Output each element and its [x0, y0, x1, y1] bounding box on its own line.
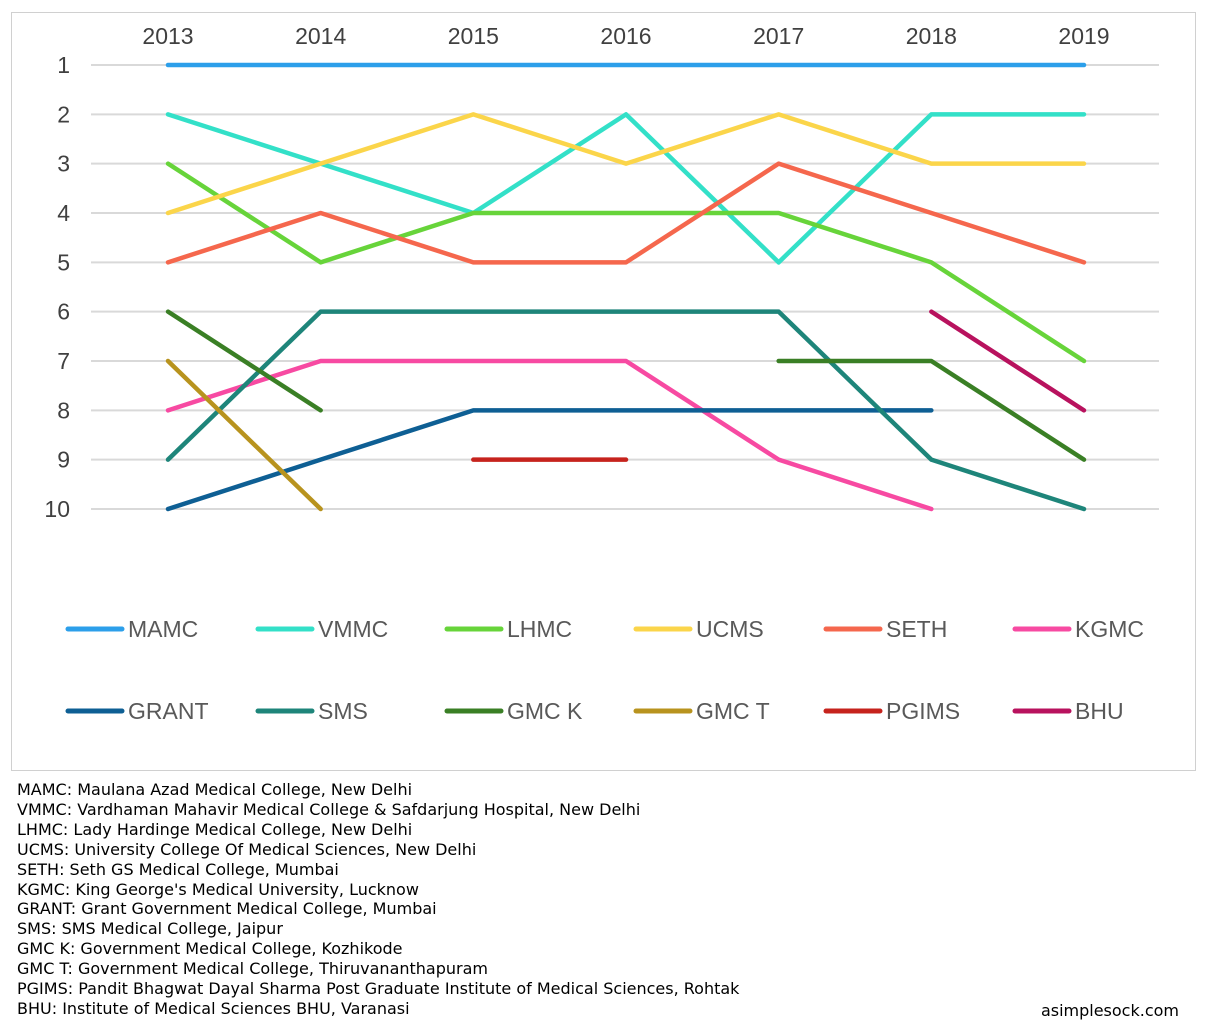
series-line-grant [165, 408, 934, 512]
legend-label-grant: GRANT [128, 698, 209, 724]
series-line-sms [165, 309, 1087, 512]
series-line-bhu [929, 309, 1087, 413]
footnote-pgims: PGIMS: Pandit Bhagwat Dayal Sharma Post … [17, 979, 740, 999]
footnote-mamc: MAMC: Maulana Azad Medical College, New … [17, 780, 413, 799]
x-tick-label: 2014 [295, 23, 346, 49]
series-line-gmc-k [165, 309, 323, 413]
y-tick-label: 6 [57, 299, 70, 325]
y-tick-label: 3 [57, 151, 70, 177]
legend-label-gmc-t: GMC T [696, 698, 770, 724]
footnote-kgmc: KGMC: King George's Medical University, … [17, 879, 419, 899]
x-tick-label: 2019 [1058, 23, 1109, 49]
series-line-kgmc [165, 358, 934, 512]
series-lines [165, 62, 1087, 512]
footnote-gmc-k: GMC K: Government Medical College, Kozhi… [17, 939, 403, 959]
x-axis-tick-labels: 2013 2014 2015 2016 2017 2018 2019 [142, 23, 1109, 49]
x-tick-label: 2018 [906, 23, 957, 49]
x-tick-label: 2013 [142, 23, 193, 49]
footnote-vmmc: VMMC: Vardhaman Mahavir Medical College … [17, 799, 641, 819]
x-tick-label: 2016 [600, 23, 651, 49]
legend-label-pgims: PGIMS [886, 698, 960, 724]
x-tick-label: 2015 [448, 23, 499, 49]
footnote-lhmc: LHMC: Lady Hardinge Medical College, New… [17, 819, 413, 839]
legend-label-seth: SETH [886, 616, 947, 642]
footnote-grant: GRANT: Grant Government Medical College,… [17, 899, 437, 919]
y-tick-label: 2 [57, 101, 70, 127]
legend: MAMC VMMC LHMC UCMS SETH KGMC GRANT SMS GMC K GMC… [65, 616, 1144, 724]
rank-line-chart: 2013 2014 2015 2016 2017 2018 2019 1 2 3 4 5 6 7 8 9 10… [44, 23, 1159, 724]
legend-label-gmc-k: GMC K [507, 698, 583, 724]
y-tick-label: 8 [57, 397, 70, 423]
series-line-lhmc [165, 161, 1087, 364]
footnote-sms: SMS: SMS Medical College, Jaipur [17, 919, 283, 939]
abbreviation-footnotes: MAMC: Maulana Azad Medical College, New … [17, 780, 739, 1019]
legend-label-bhu: BHU [1075, 698, 1124, 724]
series-line-ucms [165, 112, 1087, 216]
legend-label-mamc: MAMC [128, 616, 198, 642]
legend-label-vmmc: VMMC [318, 616, 388, 642]
y-tick-label: 1 [57, 52, 70, 78]
footnote-ucms: UCMS: University College Of Medical Scie… [17, 839, 477, 859]
footnote-seth: SETH: Seth GS Medical College, Mumbai [17, 859, 339, 879]
footnote-gmc-t: GMC T: Government Medical College, Thiru… [17, 959, 488, 979]
site-credit: asimplesock.com [1040, 1001, 1179, 1020]
legend-label-sms: SMS [318, 698, 368, 724]
y-tick-label: 7 [57, 348, 70, 374]
y-axis-tick-labels: 1 2 3 4 5 6 7 8 9 10 [44, 52, 70, 522]
series-line-vmmc [165, 112, 1087, 265]
y-tick-label: 4 [57, 200, 70, 226]
y-tick-label: 5 [57, 249, 70, 275]
y-tick-label: 10 [44, 496, 70, 522]
series-line-gmc-k [776, 358, 1087, 462]
legend-label-lhmc: LHMC [507, 616, 572, 642]
legend-label-kgmc: KGMC [1075, 616, 1144, 642]
legend-label-ucms: UCMS [696, 616, 764, 642]
series-line-gmc-t [165, 358, 323, 512]
series-line-seth [165, 161, 1087, 265]
footnote-bhu: BHU: Institute of Medical Sciences BHU, … [17, 998, 410, 1018]
chart-frame [11, 12, 1196, 771]
y-tick-label: 9 [57, 447, 70, 473]
x-tick-label: 2017 [753, 23, 804, 49]
